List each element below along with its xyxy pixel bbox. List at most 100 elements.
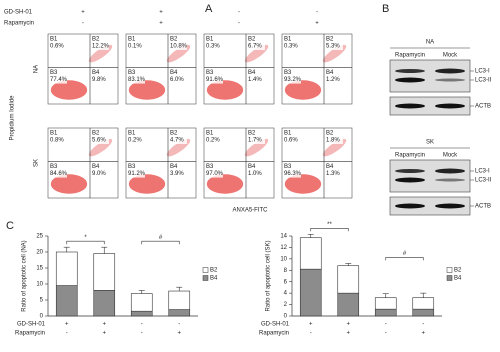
quadrant-value: 0.8% [50, 138, 64, 144]
band [435, 178, 465, 182]
y-tick-label: 8 [284, 268, 288, 274]
legend-swatch [446, 267, 453, 273]
quadrant-name: B3 [50, 164, 58, 170]
quadrant-value: 93.2% [284, 77, 302, 83]
quadrant-value: 83.1% [128, 77, 146, 83]
bar-segment [374, 297, 397, 310]
quadrant-name: B1 [50, 37, 58, 43]
condition-label: GD-SH-01 [261, 322, 290, 328]
condition-sign: + [177, 331, 181, 337]
band [435, 68, 465, 74]
quadrant-name: B2 [170, 131, 178, 137]
bracket [310, 227, 349, 232]
quadrant-name: B4 [170, 70, 178, 76]
row-label: SK [34, 159, 40, 167]
legend-label: B2 [454, 268, 462, 274]
quadrant-name: B1 [284, 37, 292, 43]
quadrant-name: B4 [248, 164, 256, 170]
legend-swatch [446, 275, 453, 281]
label-bg [325, 129, 343, 144]
band-label: LC3-II [475, 178, 492, 184]
condition-sign: + [81, 10, 85, 16]
quadrant-name: B2 [326, 37, 334, 43]
band [435, 168, 465, 174]
label-bg [91, 68, 109, 84]
quadrant-name: B1 [284, 131, 292, 137]
row-label: NA [34, 65, 40, 73]
quadrant-name: B1 [206, 131, 214, 137]
bar-segment [412, 297, 435, 310]
annotation: ** [327, 222, 332, 228]
quadrant-value: 96.3% [284, 171, 302, 177]
band-label: LC3-II [475, 78, 492, 84]
label-bg [283, 68, 301, 84]
condition-sign: - [422, 322, 424, 328]
label-bg [169, 162, 187, 178]
label-bg [127, 35, 145, 50]
quadrant-value: 77.4% [50, 77, 68, 83]
band-label: LC3-I [475, 169, 490, 175]
quadrant-name: B4 [248, 70, 256, 76]
label-bg [247, 129, 265, 144]
bracket [66, 240, 105, 245]
quadrant-value: 3.9% [170, 171, 184, 177]
label-bg [283, 35, 301, 50]
quadrant-name: B4 [326, 70, 334, 76]
quadrant-name: B3 [50, 70, 58, 76]
band [395, 77, 425, 83]
y-tick-label: 5 [40, 298, 44, 304]
quadrant-name: B2 [92, 131, 100, 137]
y-tick-label: 4 [284, 291, 288, 297]
bar-segment [337, 265, 360, 294]
label-bg [91, 129, 109, 144]
bar-segment [299, 268, 322, 317]
annotation: * [84, 235, 87, 241]
band [435, 103, 465, 109]
condition-sign: - [141, 322, 143, 328]
quadrant-value: 0.2% [128, 138, 142, 144]
condition-sign: + [159, 10, 163, 16]
y-label: Ratio of apoptotic cell (SK) [266, 240, 272, 311]
quadrant-value: 9.0% [92, 171, 106, 177]
quadrant-value: 84.6% [50, 171, 68, 177]
blot-title: SK [426, 140, 434, 146]
band-label: ACTB [475, 104, 491, 110]
cell-cloud [128, 174, 166, 194]
condition-sign: - [385, 331, 387, 337]
label-bg [169, 129, 187, 144]
condition-label: Rapamycin [4, 21, 34, 27]
label-bg [283, 129, 301, 144]
lane-label: Mock [443, 153, 458, 159]
condition-sign: + [346, 331, 350, 337]
quadrant-value: 1.4% [248, 77, 262, 83]
band [435, 78, 465, 82]
quadrant-value: 0.2% [206, 138, 220, 144]
label-bg [205, 162, 223, 178]
quadrant-value: 0.3% [206, 44, 220, 50]
bar-segment [130, 310, 153, 317]
condition-label: Rapamycin [15, 331, 45, 337]
bar-segment [168, 309, 191, 317]
bar-segment [93, 290, 116, 317]
y-tick-label: 0 [40, 314, 44, 320]
label-bg [205, 35, 223, 50]
condition-sign: + [346, 322, 350, 328]
condition-sign: + [102, 322, 106, 328]
lane-label: Mock [443, 53, 458, 59]
label-bg [91, 162, 109, 178]
quadrant-name: B1 [50, 131, 58, 137]
blot-title: NA [426, 40, 434, 46]
quadrant-value: 4.7% [170, 138, 184, 144]
band-label: LC3-I [475, 69, 490, 75]
quadrant-name: B1 [128, 131, 136, 137]
condition-sign: - [385, 322, 387, 328]
condition-sign: - [238, 10, 240, 16]
cell-cloud [206, 80, 244, 100]
condition-sign: + [421, 331, 425, 337]
quadrant-value: 5.3% [326, 44, 340, 50]
y-tick-label: 10 [36, 282, 43, 288]
quadrant-name: B4 [170, 164, 178, 170]
y-tick-label: 25 [36, 234, 43, 240]
condition-label: GD-SH-01 [17, 322, 46, 328]
label-bg [325, 162, 343, 178]
